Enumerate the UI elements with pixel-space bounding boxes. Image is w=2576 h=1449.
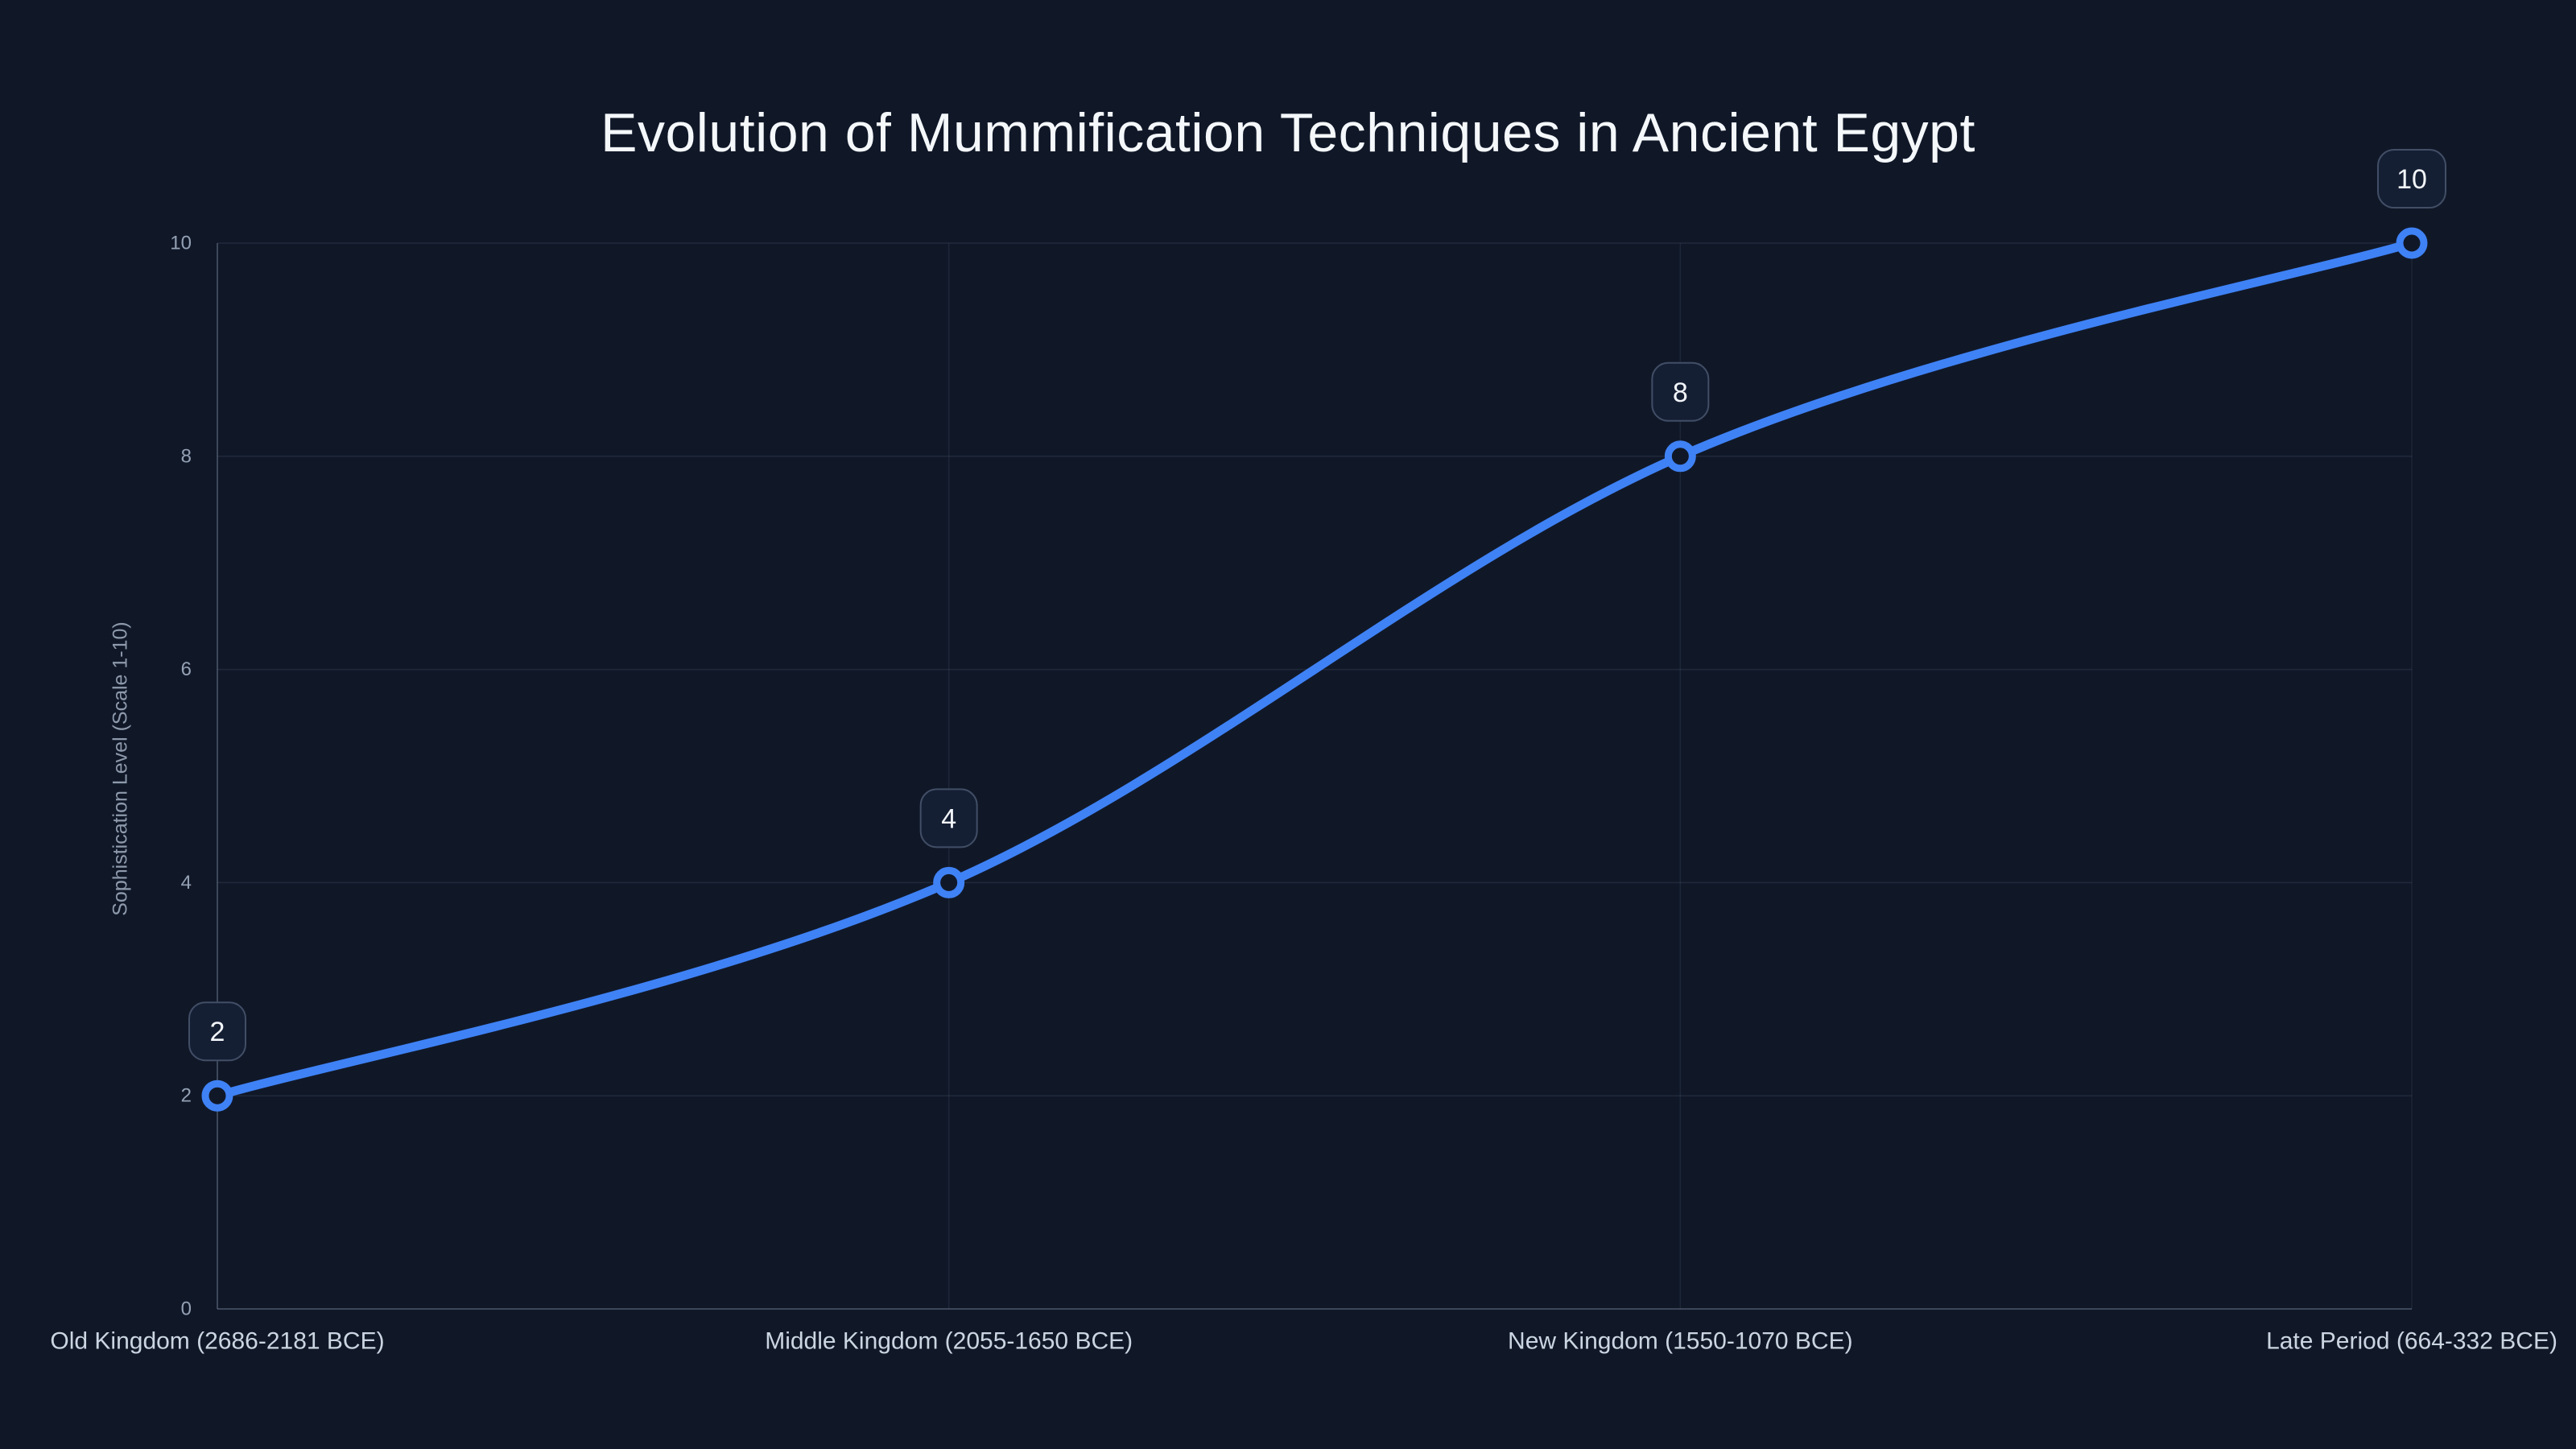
- x-axis-label: New Kingdom (1550-1070 BCE): [1508, 1328, 1853, 1355]
- y-tick-label: 10: [170, 233, 192, 254]
- data-point[interactable]: [2396, 227, 2428, 259]
- data-point[interactable]: [201, 1080, 233, 1112]
- trend-line: [213, 238, 2417, 1100]
- y-tick-label: 0: [181, 1298, 192, 1320]
- point-label: 2: [210, 1017, 225, 1047]
- point-label-badge: [1651, 361, 1710, 422]
- x-axis-label: Old Kingdom (2686-2181 BCE): [50, 1328, 384, 1355]
- point-label: 8: [1673, 378, 1688, 408]
- y-tick-label: 8: [181, 445, 192, 467]
- chart-title: Evolution of Mummification Techniques in…: [601, 102, 1975, 163]
- y-tick-label: 4: [181, 872, 192, 894]
- point-label-badge: [2377, 149, 2446, 208]
- x-axis-label: Late Period (664-332 BCE): [2266, 1328, 2557, 1355]
- point-label: 4: [941, 803, 956, 834]
- data-point[interactable]: [933, 866, 965, 898]
- data-point[interactable]: [1664, 440, 1696, 473]
- point-label: 10: [2396, 164, 2427, 195]
- y-tick-label: 2: [181, 1085, 192, 1107]
- y-tick-label: 6: [181, 658, 192, 680]
- point-label-badge: [188, 1001, 246, 1062]
- point-label-badge: [919, 788, 978, 848]
- x-axis-label: Middle Kingdom (2055-1650 BCE): [765, 1328, 1133, 1355]
